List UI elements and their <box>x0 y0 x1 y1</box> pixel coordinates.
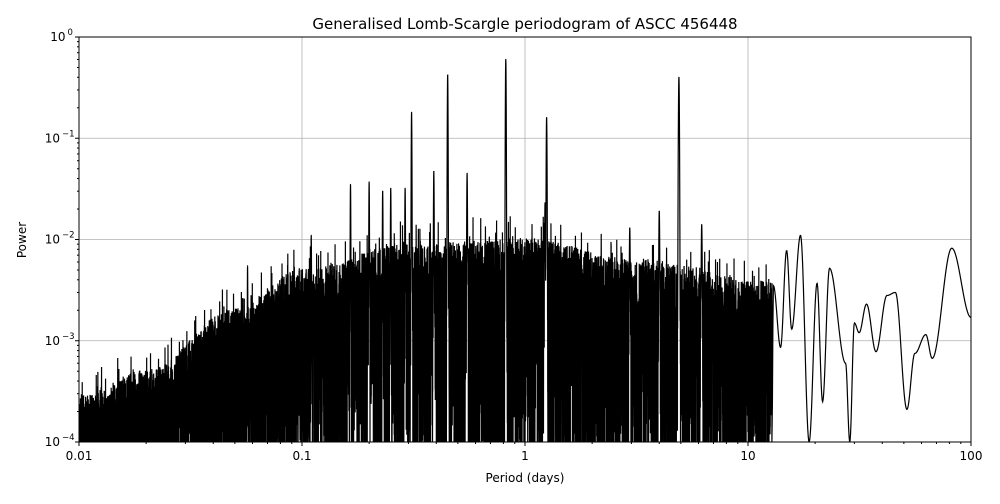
y-tick-label: 10 <box>45 435 60 449</box>
y-tick-exponent: −2 <box>62 231 75 241</box>
chart-title: Generalised Lomb-Scargle periodogram of … <box>312 15 737 33</box>
y-axis-label: Power <box>15 222 29 258</box>
peak-point <box>404 187 406 189</box>
x-axis: 0.01 0.1 1 10 100 <box>66 442 983 463</box>
peak-point <box>246 265 249 267</box>
x-tick-label: 100 <box>960 449 983 463</box>
peak-point <box>310 234 312 236</box>
peak-point <box>447 74 449 76</box>
peak-point <box>466 172 468 174</box>
peak-point <box>629 227 631 229</box>
peak-point <box>368 181 370 183</box>
peak-point <box>658 210 660 212</box>
y-tick-exponent: 0 <box>68 28 73 38</box>
x-tick-label: 10 <box>740 449 755 463</box>
peak-point <box>701 224 703 226</box>
x-tick-label: 1 <box>521 449 529 463</box>
peak-point <box>678 76 680 78</box>
power-series-line <box>79 59 971 442</box>
y-tick-label: 10 <box>45 233 60 247</box>
peak-point <box>433 170 435 173</box>
peak-point <box>505 58 507 61</box>
x-tick-label: 0.01 <box>66 449 93 463</box>
peak-point <box>410 111 413 114</box>
y-tick-exponent: −1 <box>62 129 75 139</box>
peak-point <box>544 202 546 204</box>
peak-point <box>390 187 392 189</box>
peak-point <box>546 116 548 119</box>
y-tick-exponent: −4 <box>62 433 75 443</box>
peak-point <box>382 190 384 192</box>
y-tick-label: 10 <box>50 30 65 44</box>
peak-point <box>349 183 352 186</box>
y-tick-label: 10 <box>45 334 60 348</box>
y-tick-label: 10 <box>45 131 60 145</box>
x-tick-label: 0.1 <box>292 449 311 463</box>
y-tick-exponent: −3 <box>62 332 75 342</box>
x-axis-label: Period (days) <box>486 471 565 485</box>
